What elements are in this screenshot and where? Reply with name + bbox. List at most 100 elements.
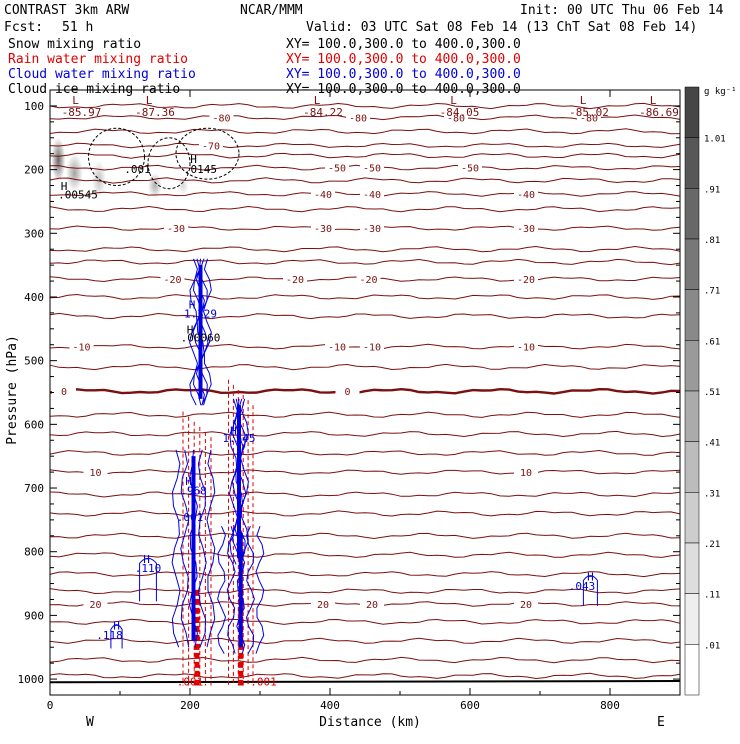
colorbar-label: 1.01 — [704, 135, 726, 145]
isotherm-label-bg — [577, 111, 601, 123]
contour-labels: .001 .0145 .00545 1.329 .00060 1.545 .968 .001.… — [58, 94, 679, 688]
isotherm-label-bg — [360, 187, 384, 199]
isotherm-label: -80 — [580, 113, 598, 124]
isotherm-label-bg — [514, 222, 538, 234]
y-tick-label: 200 — [24, 164, 44, 177]
y-tick-label: 300 — [24, 227, 44, 240]
colorbar-label: .31 — [704, 489, 720, 499]
east-label: E — [657, 715, 665, 730]
isotherm-line — [49, 258, 681, 266]
cloud-water-contour — [237, 398, 247, 565]
x-tick-label: 400 — [320, 699, 340, 712]
isotherm-label: -20 — [517, 275, 535, 286]
y-tick-label: 900 — [24, 609, 44, 622]
isotherm-label: -10 — [328, 343, 346, 354]
cloud-water-contour — [202, 258, 212, 406]
low-marker: L — [72, 94, 79, 107]
contour-value-label: .110 — [135, 562, 162, 575]
x-axis-title: Distance (km) — [319, 715, 421, 730]
colorbar-label: .41 — [704, 439, 720, 449]
contour-value-label: .00545 — [58, 188, 98, 201]
isotherm-label-bg — [514, 597, 538, 609]
cloud-ice-contour — [175, 127, 240, 180]
x-tick-label: 0 — [47, 699, 54, 712]
colorbar-swatch — [684, 492, 700, 544]
isotherm-label: 20 — [89, 600, 101, 611]
isotherm-line — [49, 293, 681, 300]
isotherm-line — [49, 510, 681, 517]
isotherm-label-bg — [164, 222, 188, 234]
fcst-label: Fcst: — [4, 20, 43, 35]
cloud-water-cell — [110, 624, 123, 649]
y-tick-label: 1000 — [18, 673, 45, 686]
isotherm-label: 20 — [366, 600, 378, 611]
cloud-water-contour — [217, 526, 227, 654]
isotherm-label: -30 — [314, 224, 332, 235]
center-label: NCAR/MMM — [240, 3, 303, 18]
low-value-label: -85.02 — [569, 106, 609, 119]
low-value-label: -84.22 — [303, 106, 343, 119]
contour-value-label: .968 — [180, 484, 207, 497]
isotherm-line — [49, 312, 681, 320]
colorbar-swatch — [684, 289, 700, 341]
isotherm-line — [49, 588, 681, 595]
temperature-contours: -80 -80 -80 -80 -70 -50 -50 -50 -40 -40 -40 -30 -30 -… — [49, 102, 681, 684]
isotherm-line — [49, 571, 681, 578]
isotherm-label: -10 — [517, 343, 535, 354]
isotherm-line — [49, 245, 681, 253]
isotherm-label: 20 — [317, 600, 329, 611]
field-snow-name: Snow mixing ratio — [8, 37, 141, 52]
y-tick-label: 400 — [24, 291, 44, 304]
cloud-water-contours — [110, 258, 598, 654]
low-marker: L — [146, 94, 153, 107]
west-label: W — [86, 715, 94, 730]
field-rain-name: Rain water mixing ratio — [8, 52, 188, 67]
isotherm-label-bg — [360, 161, 384, 173]
snow-shade-blob — [66, 153, 83, 192]
contour-value-label: .0145 — [184, 163, 217, 176]
colorbar-swatch — [684, 593, 700, 645]
isotherm-label-bg — [514, 340, 538, 352]
isotherm-line — [49, 128, 681, 135]
isotherm-label: 0 — [344, 387, 350, 398]
colorbar-swatch — [684, 188, 700, 240]
contour-value-label: .00060 — [181, 332, 221, 345]
isotherm-line — [49, 449, 681, 456]
valid-label: Valid: 03 UTC Sat 08 Feb 14 (13 ChT Sat … — [306, 20, 697, 35]
high-marker: H — [185, 475, 192, 488]
isotherm-label-bg — [360, 222, 384, 234]
x-tick-label: 600 — [460, 699, 480, 712]
cloud-water-contour — [171, 449, 181, 648]
low-marker: L — [450, 94, 457, 107]
high-marker: H — [190, 153, 197, 166]
low-marker: L — [580, 94, 587, 107]
x-tick-label: 800 — [600, 699, 620, 712]
colorbar-swatch — [684, 86, 700, 138]
colorbar-label: .01 — [704, 641, 720, 651]
isotherm-line — [49, 102, 681, 110]
y-tick-label: 500 — [24, 355, 44, 368]
isotherm-label: -40 — [363, 190, 381, 201]
contour-value-label: .118 — [96, 629, 123, 642]
low-marker: L — [650, 94, 657, 107]
isotherm-label-bg — [311, 597, 335, 609]
y-tick-label: 600 — [24, 418, 44, 431]
cloud-water-contour — [197, 449, 207, 648]
isotherm-label: -30 — [363, 224, 381, 235]
isotherm-label: -20 — [286, 275, 304, 286]
colorbar-label: .81 — [704, 236, 720, 246]
cloud-water-cell — [139, 557, 157, 602]
colorbar-unit: g kg⁻¹ — [704, 87, 737, 97]
contour-value-label: 1.329 — [184, 307, 217, 320]
contour-value-label: .001 — [177, 675, 204, 688]
isotherm-label-bg — [283, 273, 307, 285]
isotherm-label: -20 — [359, 275, 377, 286]
colorbar-swatch — [684, 340, 700, 392]
isotherm-line — [49, 672, 681, 680]
cloud-water-contour — [192, 258, 202, 406]
snow-shading — [51, 137, 189, 199]
isotherm-label-bg — [325, 340, 349, 352]
isotherm-label-bg — [311, 222, 335, 234]
isotherm-label-bg — [199, 139, 223, 151]
isotherm-label-bg — [52, 385, 76, 397]
